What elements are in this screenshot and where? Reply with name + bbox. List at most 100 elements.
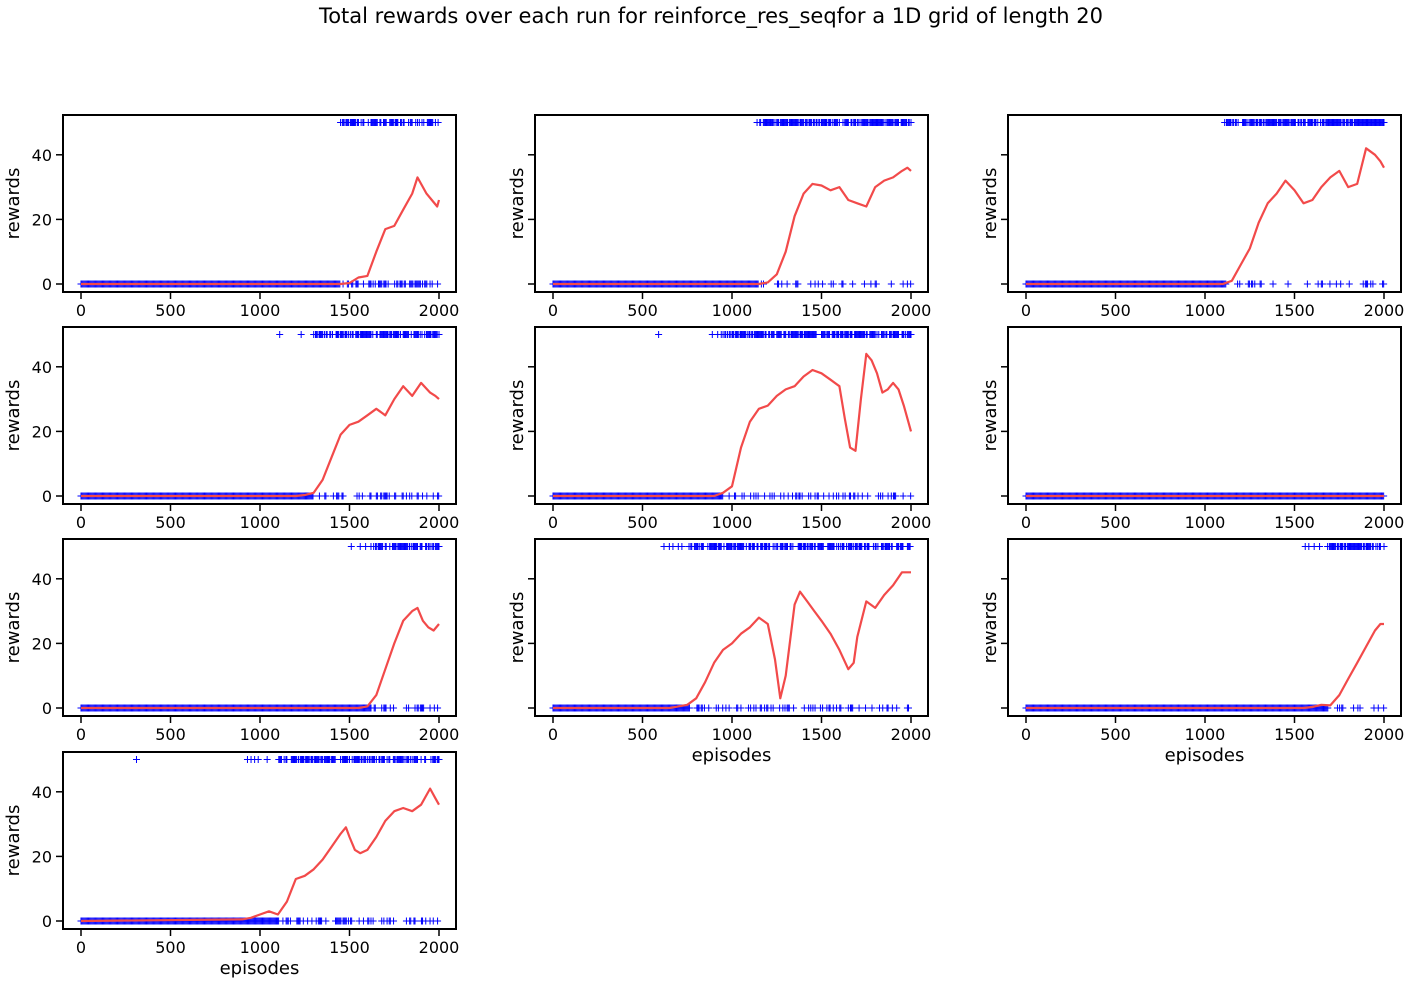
x-tick-label: 500 [155, 938, 186, 957]
failure-marker [392, 492, 400, 500]
failure-marker [892, 492, 900, 500]
y-tick-label: 40 [32, 146, 52, 165]
y-axis-label: rewards [980, 592, 1001, 664]
y-tick-label: 20 [32, 634, 52, 653]
failure-marker [339, 492, 347, 500]
x-tick-label: 1500 [801, 301, 842, 320]
x-tick-label: 1000 [712, 725, 753, 744]
figure-title: Total rewards over each run for reinforc… [318, 4, 1103, 29]
x-tick-label: 1000 [240, 513, 281, 532]
x-tick-label: 500 [155, 301, 186, 320]
success-marker [655, 331, 663, 338]
failure-marker [907, 492, 915, 500]
subplot-1: 0 500 1000 1500 2000 0 20 40 rewards [3, 114, 460, 320]
axes-frame [1007, 114, 1402, 293]
failure-marker [754, 492, 762, 500]
failure-marker [358, 492, 366, 500]
x-tick-label: 500 [627, 513, 658, 532]
failure-marker [434, 280, 442, 288]
y-axis-label: rewards [507, 592, 528, 664]
subplot-9: 0 500 1000 1500 2000 rewards episodes [980, 538, 1405, 766]
x-tick-label: 2000 [891, 301, 932, 320]
x-tick-label: 500 [627, 301, 658, 320]
y-axis-label: rewards [507, 380, 528, 452]
y-tick-label: 40 [32, 783, 52, 802]
subplot-5: 0 500 1000 1500 2000 rewards [507, 326, 932, 532]
subplot-6: 0 500 1000 1500 2000 rewards [980, 326, 1405, 532]
x-tick-label: 2000 [891, 725, 932, 744]
failure-marker [864, 492, 872, 500]
y-axis-label: rewards [3, 592, 24, 664]
x-tick-label: 500 [1100, 725, 1131, 744]
x-tick-label: 1500 [1274, 513, 1315, 532]
axes-frame [534, 538, 929, 717]
failure-marker [794, 280, 802, 288]
x-tick-label: 1000 [1185, 301, 1226, 320]
x-tick-label: 1500 [329, 513, 370, 532]
y-tick-label: 20 [32, 847, 52, 866]
x-tick-label: 2000 [1364, 301, 1405, 320]
failure-marker [384, 280, 392, 288]
y-axis-label: rewards [3, 168, 24, 240]
failure-marker [849, 280, 857, 288]
x-tick-label: 1000 [240, 301, 281, 320]
x-tick-label: 2000 [891, 513, 932, 532]
y-axis-label: rewards [3, 380, 24, 452]
failure-marker [1369, 280, 1377, 288]
y-tick-label: 0 [42, 912, 52, 931]
x-axis-label: episodes [692, 745, 772, 766]
x-tick-label: 1500 [329, 725, 370, 744]
y-tick-label: 20 [32, 422, 52, 441]
y-tick-label: 40 [32, 570, 52, 589]
failure-marker [899, 492, 907, 500]
failure-marker [860, 280, 868, 288]
success-marker [434, 119, 442, 126]
x-tick-label: 1000 [240, 725, 281, 744]
success-marker [907, 119, 915, 126]
axes-frame [534, 114, 929, 293]
x-tick-label: 1000 [1185, 725, 1226, 744]
x-tick-label: 1000 [240, 938, 281, 957]
failure-marker [435, 492, 443, 500]
x-tick-label: 2000 [419, 301, 460, 320]
axes-frame [1007, 326, 1402, 505]
x-tick-label: 1500 [1274, 725, 1315, 744]
x-tick-label: 0 [548, 725, 558, 744]
x-tick-label: 2000 [1364, 725, 1405, 744]
x-tick-label: 500 [1100, 301, 1131, 320]
x-tick-label: 1500 [801, 513, 842, 532]
success-marker [435, 331, 443, 338]
failure-marker [783, 280, 791, 288]
axes-frame [62, 751, 457, 930]
x-tick-label: 0 [1021, 725, 1031, 744]
axes-frame [534, 326, 929, 505]
failure-marker [1380, 280, 1388, 288]
x-tick-label: 2000 [419, 725, 460, 744]
x-tick-label: 500 [155, 725, 186, 744]
x-tick-label: 500 [1100, 513, 1131, 532]
x-tick-label: 0 [548, 513, 558, 532]
x-tick-label: 2000 [419, 938, 460, 957]
x-tick-label: 0 [1021, 301, 1031, 320]
axes-frame [62, 326, 457, 505]
x-axis-label: episodes [1165, 745, 1245, 766]
x-axis-label: episodes [220, 958, 300, 979]
success-marker [1380, 119, 1388, 126]
x-tick-label: 1500 [801, 725, 842, 744]
failure-marker [839, 280, 847, 288]
x-tick-label: 1000 [712, 513, 753, 532]
x-tick-label: 2000 [1364, 513, 1405, 532]
failure-marker [740, 492, 748, 500]
failure-marker [798, 492, 806, 500]
y-axis-label: rewards [980, 380, 1001, 452]
axes-frame [62, 114, 457, 293]
subplot-7: 0 500 1000 1500 2000 0 20 40 rewards [3, 538, 460, 744]
x-tick-label: 2000 [419, 513, 460, 532]
failure-marker [829, 280, 837, 288]
subplot-2: 0 500 1000 1500 2000 rewards [507, 114, 932, 320]
failure-marker [819, 280, 827, 288]
x-tick-label: 1500 [1274, 301, 1315, 320]
failure-marker [1345, 280, 1353, 288]
failure-marker [423, 492, 431, 500]
